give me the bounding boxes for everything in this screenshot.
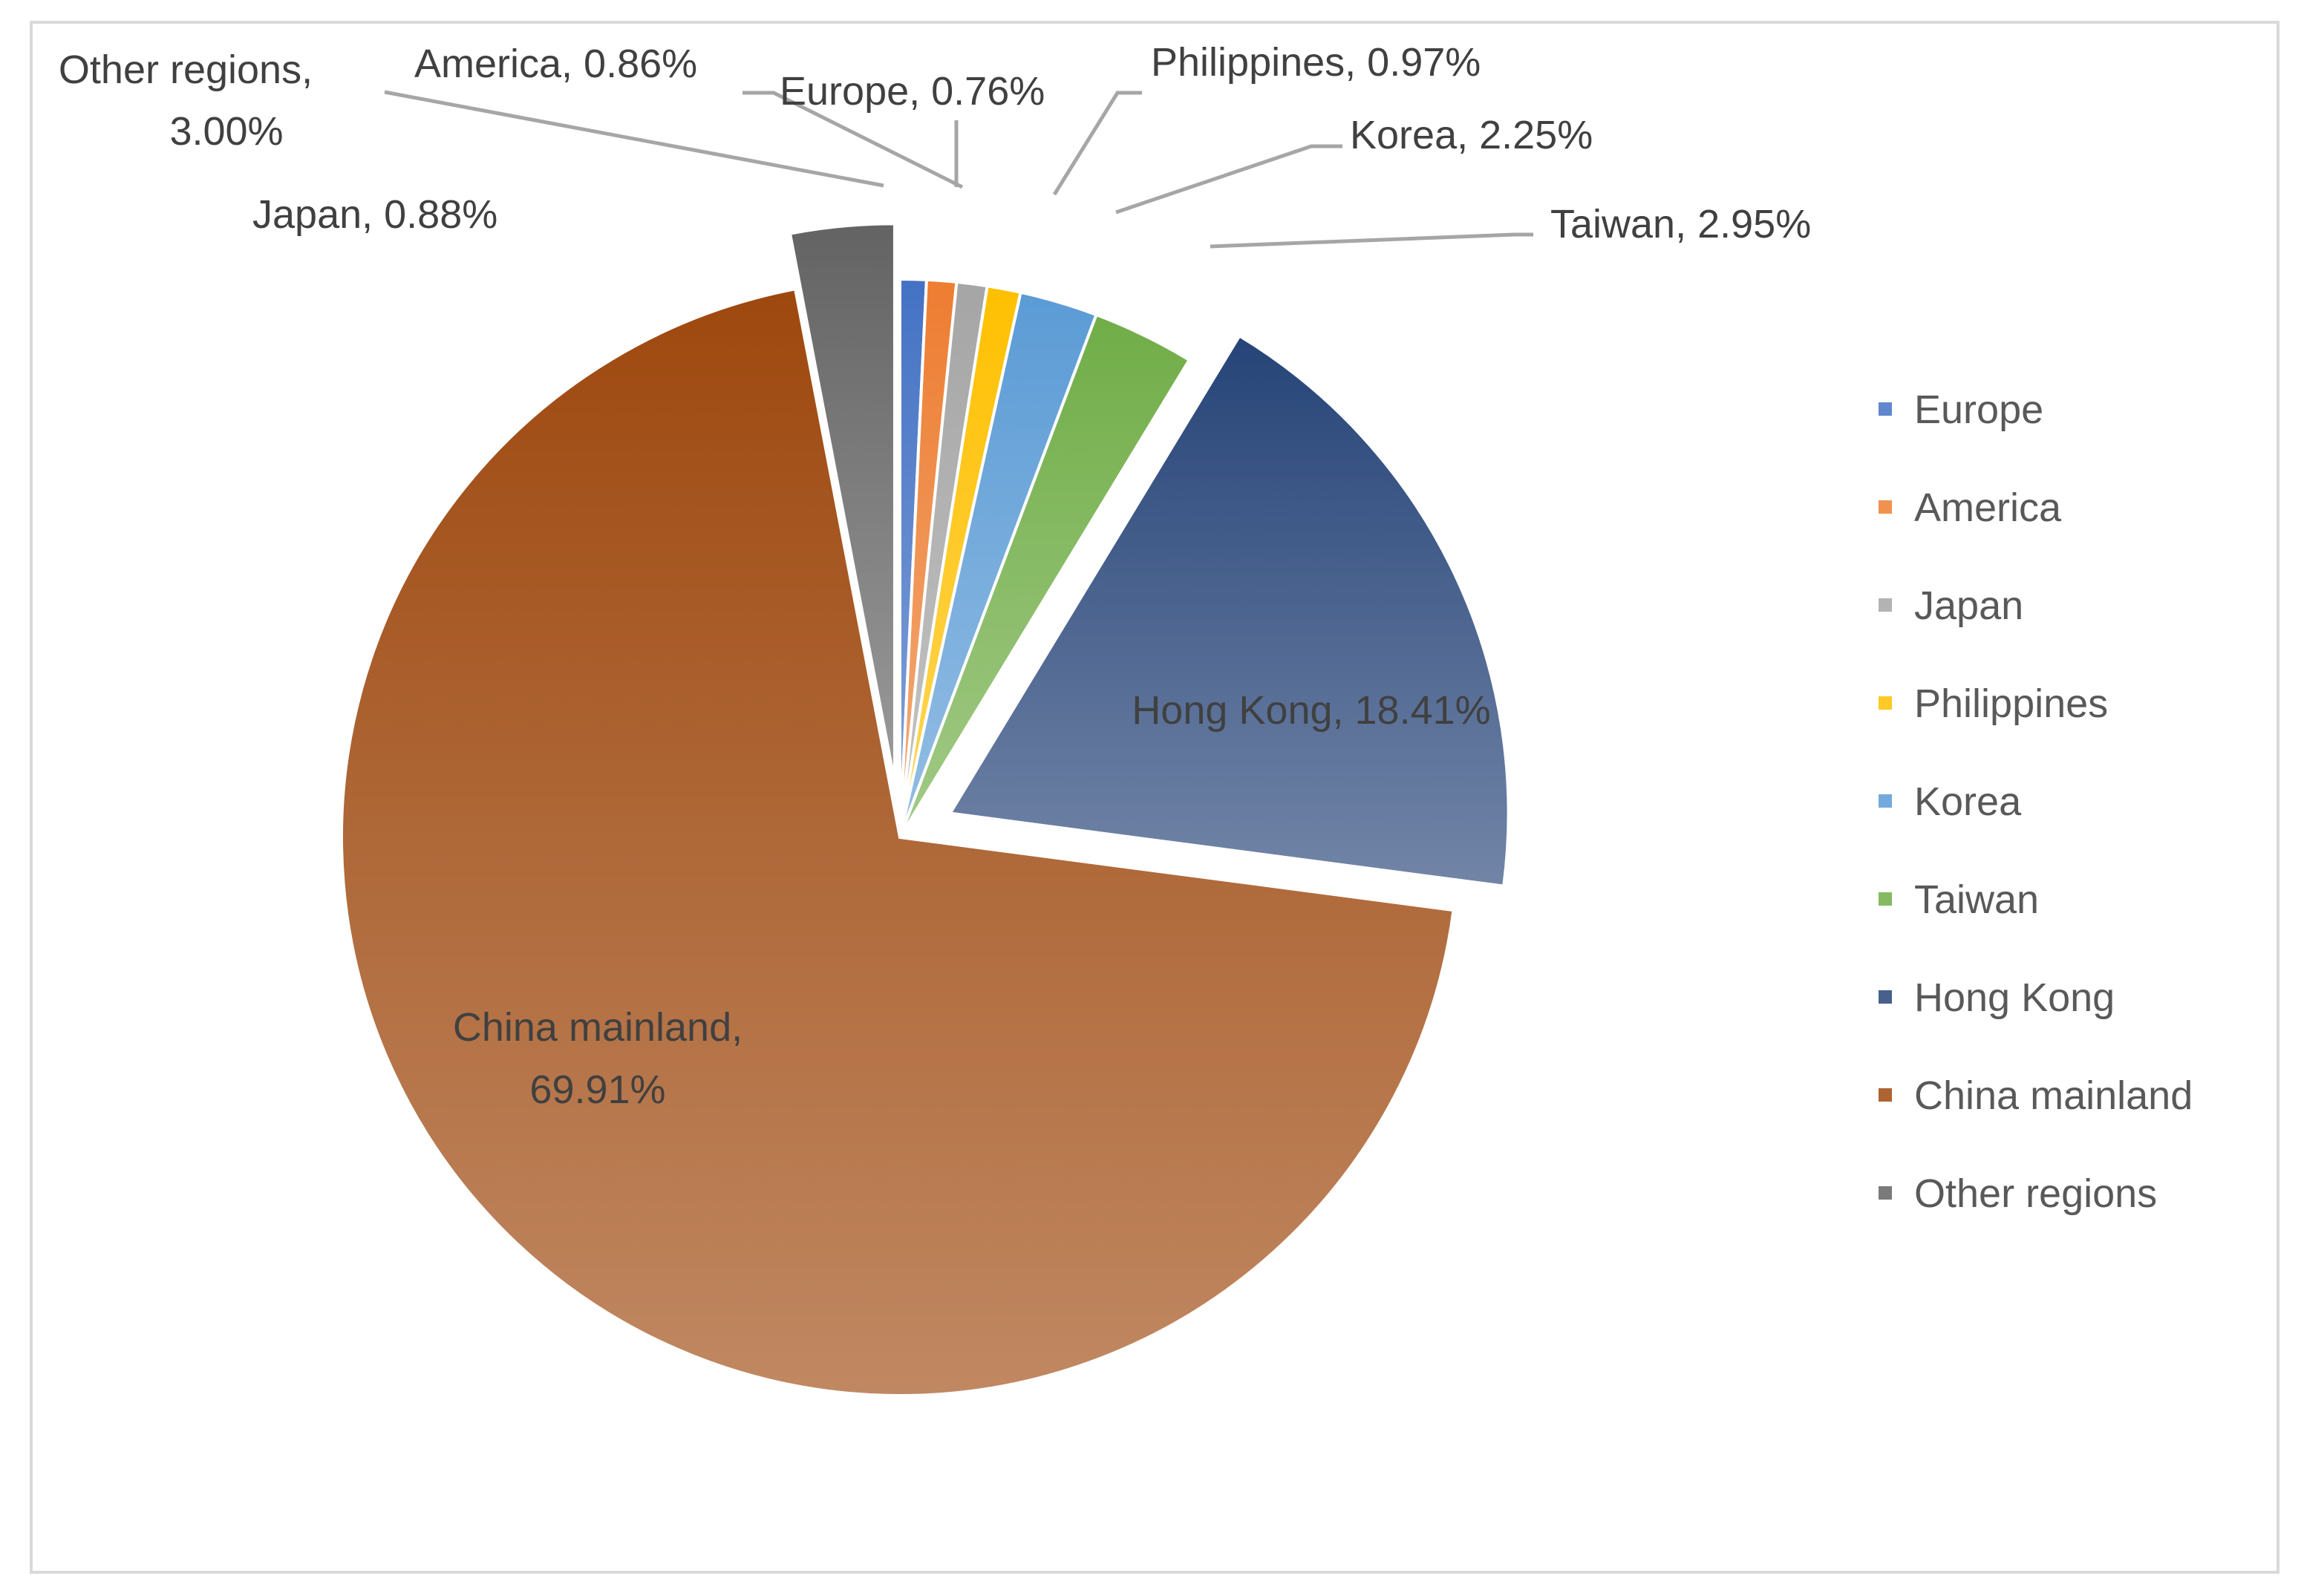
leader-line-korea (1115, 144, 1342, 215)
legend-swatch-america (1879, 500, 1892, 514)
legend-item-philippines: Philippines (1879, 681, 2108, 726)
legend-swatch-taiwan (1879, 892, 1892, 906)
data-label-japan: Japan, 0.88% (252, 192, 497, 237)
legend-label-japan: Japan (1914, 583, 2023, 628)
legend-label-hong-kong: Hong Kong (1914, 975, 2115, 1020)
legend-swatch-china-mainland (1879, 1088, 1892, 1102)
legend-swatch-europe (1879, 402, 1892, 416)
legend-label-america: America (1914, 485, 2062, 530)
leader-line-taiwan (1210, 232, 1533, 249)
leader-line-america (743, 91, 964, 189)
legend-item-taiwan: Taiwan (1879, 877, 2039, 922)
pie-slice-hong-kong (947, 333, 1510, 888)
data-label-other-regions-line2: 3.00% (169, 109, 283, 154)
legend-swatch-hong-kong (1879, 990, 1892, 1004)
data-label-china-mainland-line1: China mainland, (453, 1005, 743, 1050)
legend-swatch-korea (1879, 794, 1892, 808)
data-label-europe: Europe, 0.76% (780, 69, 1045, 114)
leader-line-philippines (1052, 91, 1142, 196)
legend-label-taiwan: Taiwan (1914, 877, 2039, 922)
data-label-other-regions-line1: Other regions, (59, 48, 313, 92)
legend-swatch-japan (1879, 598, 1892, 612)
legend-label-korea: Korea (1914, 779, 2022, 824)
legend-swatch-philippines (1879, 696, 1892, 710)
data-label-philippines: Philippines, 0.97% (1151, 40, 1481, 85)
legend-label-philippines: Philippines (1914, 681, 2108, 726)
legend-label-other-regions: Other regions (1914, 1171, 2157, 1216)
slices-layer (340, 222, 1510, 1397)
legend-item-japan: Japan (1879, 583, 2023, 628)
legend-item-korea: Korea (1879, 779, 2022, 824)
legend-label-china-mainland: China mainland (1914, 1073, 2193, 1118)
pie-slice-taiwan (898, 313, 1192, 839)
legend-item-europe: Europe (1879, 387, 2043, 432)
data-label-korea: Korea, 2.25% (1350, 113, 1593, 157)
legend-swatch-other-regions (1879, 1186, 1892, 1200)
leader-lines (384, 90, 1533, 249)
data-labels: Other regions, 3.00% America, 0.86% Euro… (59, 40, 1811, 1112)
leader-line-other-regions (384, 90, 884, 188)
legend-item-china-mainland: China mainland (1879, 1073, 2193, 1118)
data-label-taiwan: Taiwan, 2.95% (1550, 202, 1811, 246)
legend-item-hong-kong: Hong Kong (1879, 975, 2115, 1020)
legend-item-america: America (1879, 485, 2062, 530)
legend-item-other-regions: Other regions (1879, 1171, 2157, 1216)
data-label-hong-kong: Hong Kong, 18.41% (1132, 688, 1490, 733)
data-label-china-mainland-line2: 69.91% (529, 1067, 665, 1112)
pie-slice-china-mainland (340, 287, 1455, 1397)
legend: Europe America Japan Philippines Korea T… (1879, 387, 2193, 1216)
data-label-america: America, 0.86% (414, 42, 697, 86)
legend-label-europe: Europe (1914, 387, 2043, 432)
pie-slice-other-regions (788, 222, 896, 782)
